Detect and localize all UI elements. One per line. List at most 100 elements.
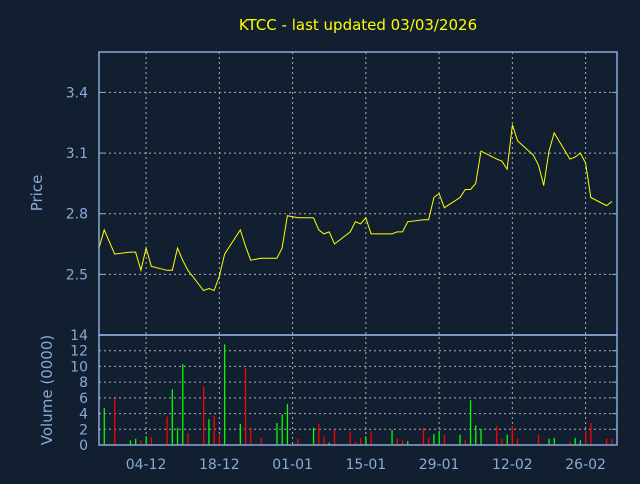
price-tick-label: 3.4 [66,85,88,101]
volume-bar [360,437,362,445]
volume-bar [511,426,514,445]
price-point [402,231,403,233]
volume-bar [428,437,430,445]
volume-bar [496,426,498,445]
volume-bar [611,438,613,445]
chart-title: KTCC - last updated 03/03/2026 [239,16,477,34]
price-point [182,259,184,261]
price-point [245,245,246,247]
price-point [208,288,210,289]
price-point [428,219,430,221]
price-axis-label: Price [28,175,46,212]
volume-bar [103,408,105,445]
date-tick-label: 26-02 [565,457,606,473]
price-point [318,229,320,231]
price-point [569,158,571,160]
price-point [114,253,116,255]
volume-bar [171,389,173,445]
volume-bar [145,436,147,445]
volume-bar [365,436,367,445]
volume-bar [422,427,425,445]
volume-bar [516,438,519,445]
price-point [532,154,534,156]
volume-bar [114,398,116,445]
volume-bar [297,438,299,445]
price-point [140,269,142,271]
price-point [579,152,581,154]
price-point [360,223,362,225]
price-point [480,150,482,152]
volume-tick-label: 2 [79,422,88,438]
price-point [501,160,503,162]
volume-bar [312,427,315,445]
price-point [328,231,330,233]
price-point [553,132,555,134]
volume-bar [203,386,205,445]
price-point [260,257,262,259]
price-point [585,162,587,164]
price-line [98,124,613,292]
price-point [224,253,225,255]
price-point [297,217,299,219]
price-point [511,124,513,126]
price-point [218,275,220,277]
price-point [433,197,435,198]
price-point [443,207,445,209]
date-tick-label: 29-01 [419,457,460,473]
volume-bar [459,434,461,445]
volume-bar [464,440,466,445]
price-plot-frame [98,51,618,336]
volume-bar [391,430,393,445]
volume-bar [182,364,184,445]
volume-bar [328,442,330,445]
volume-bar [150,437,153,445]
volume-bar [407,441,409,445]
volume-tick-label: 4 [79,407,88,423]
date-tick-label: 01-01 [272,457,313,473]
volume-tick-label: 12 [70,344,88,360]
volume-bar [605,438,608,445]
price-point [276,257,278,259]
date-tick-label: 12-02 [492,457,533,473]
price-point [590,197,592,198]
volume-bar [218,434,221,445]
volume-bar [585,430,587,445]
gridlines [99,52,617,445]
price-point [470,189,471,190]
price-tick-label: 2.5 [66,267,88,283]
volume-bar [333,430,336,445]
volume-bar [276,423,278,445]
price-point [103,229,105,231]
price-point [396,231,398,233]
volume-bar [223,344,226,445]
volume-bar [537,434,540,445]
volume-bar [281,414,283,445]
volume-bar [349,431,351,445]
price-point [135,251,137,253]
price-point [438,193,440,194]
price-point [286,215,288,217]
volume-bar [501,438,503,445]
volume-bar [244,368,247,445]
volume-bar [323,436,325,445]
price-point [166,269,168,271]
price-point [464,189,466,190]
volume-bar [213,415,215,445]
volume-bar [239,423,241,445]
price-point [391,233,393,235]
price-point [145,247,147,249]
price-point [365,217,367,219]
price-point [517,140,518,142]
price-point [239,229,241,231]
volume-bar [506,434,508,445]
volume-bar [553,437,555,445]
date-tick-label: 04-12 [126,457,167,473]
volume-bar [433,434,435,445]
volume-bars [103,344,613,445]
volume-bar [469,400,472,445]
volume-bar [443,434,446,445]
price-point [611,201,613,202]
volume-bar [396,438,398,445]
